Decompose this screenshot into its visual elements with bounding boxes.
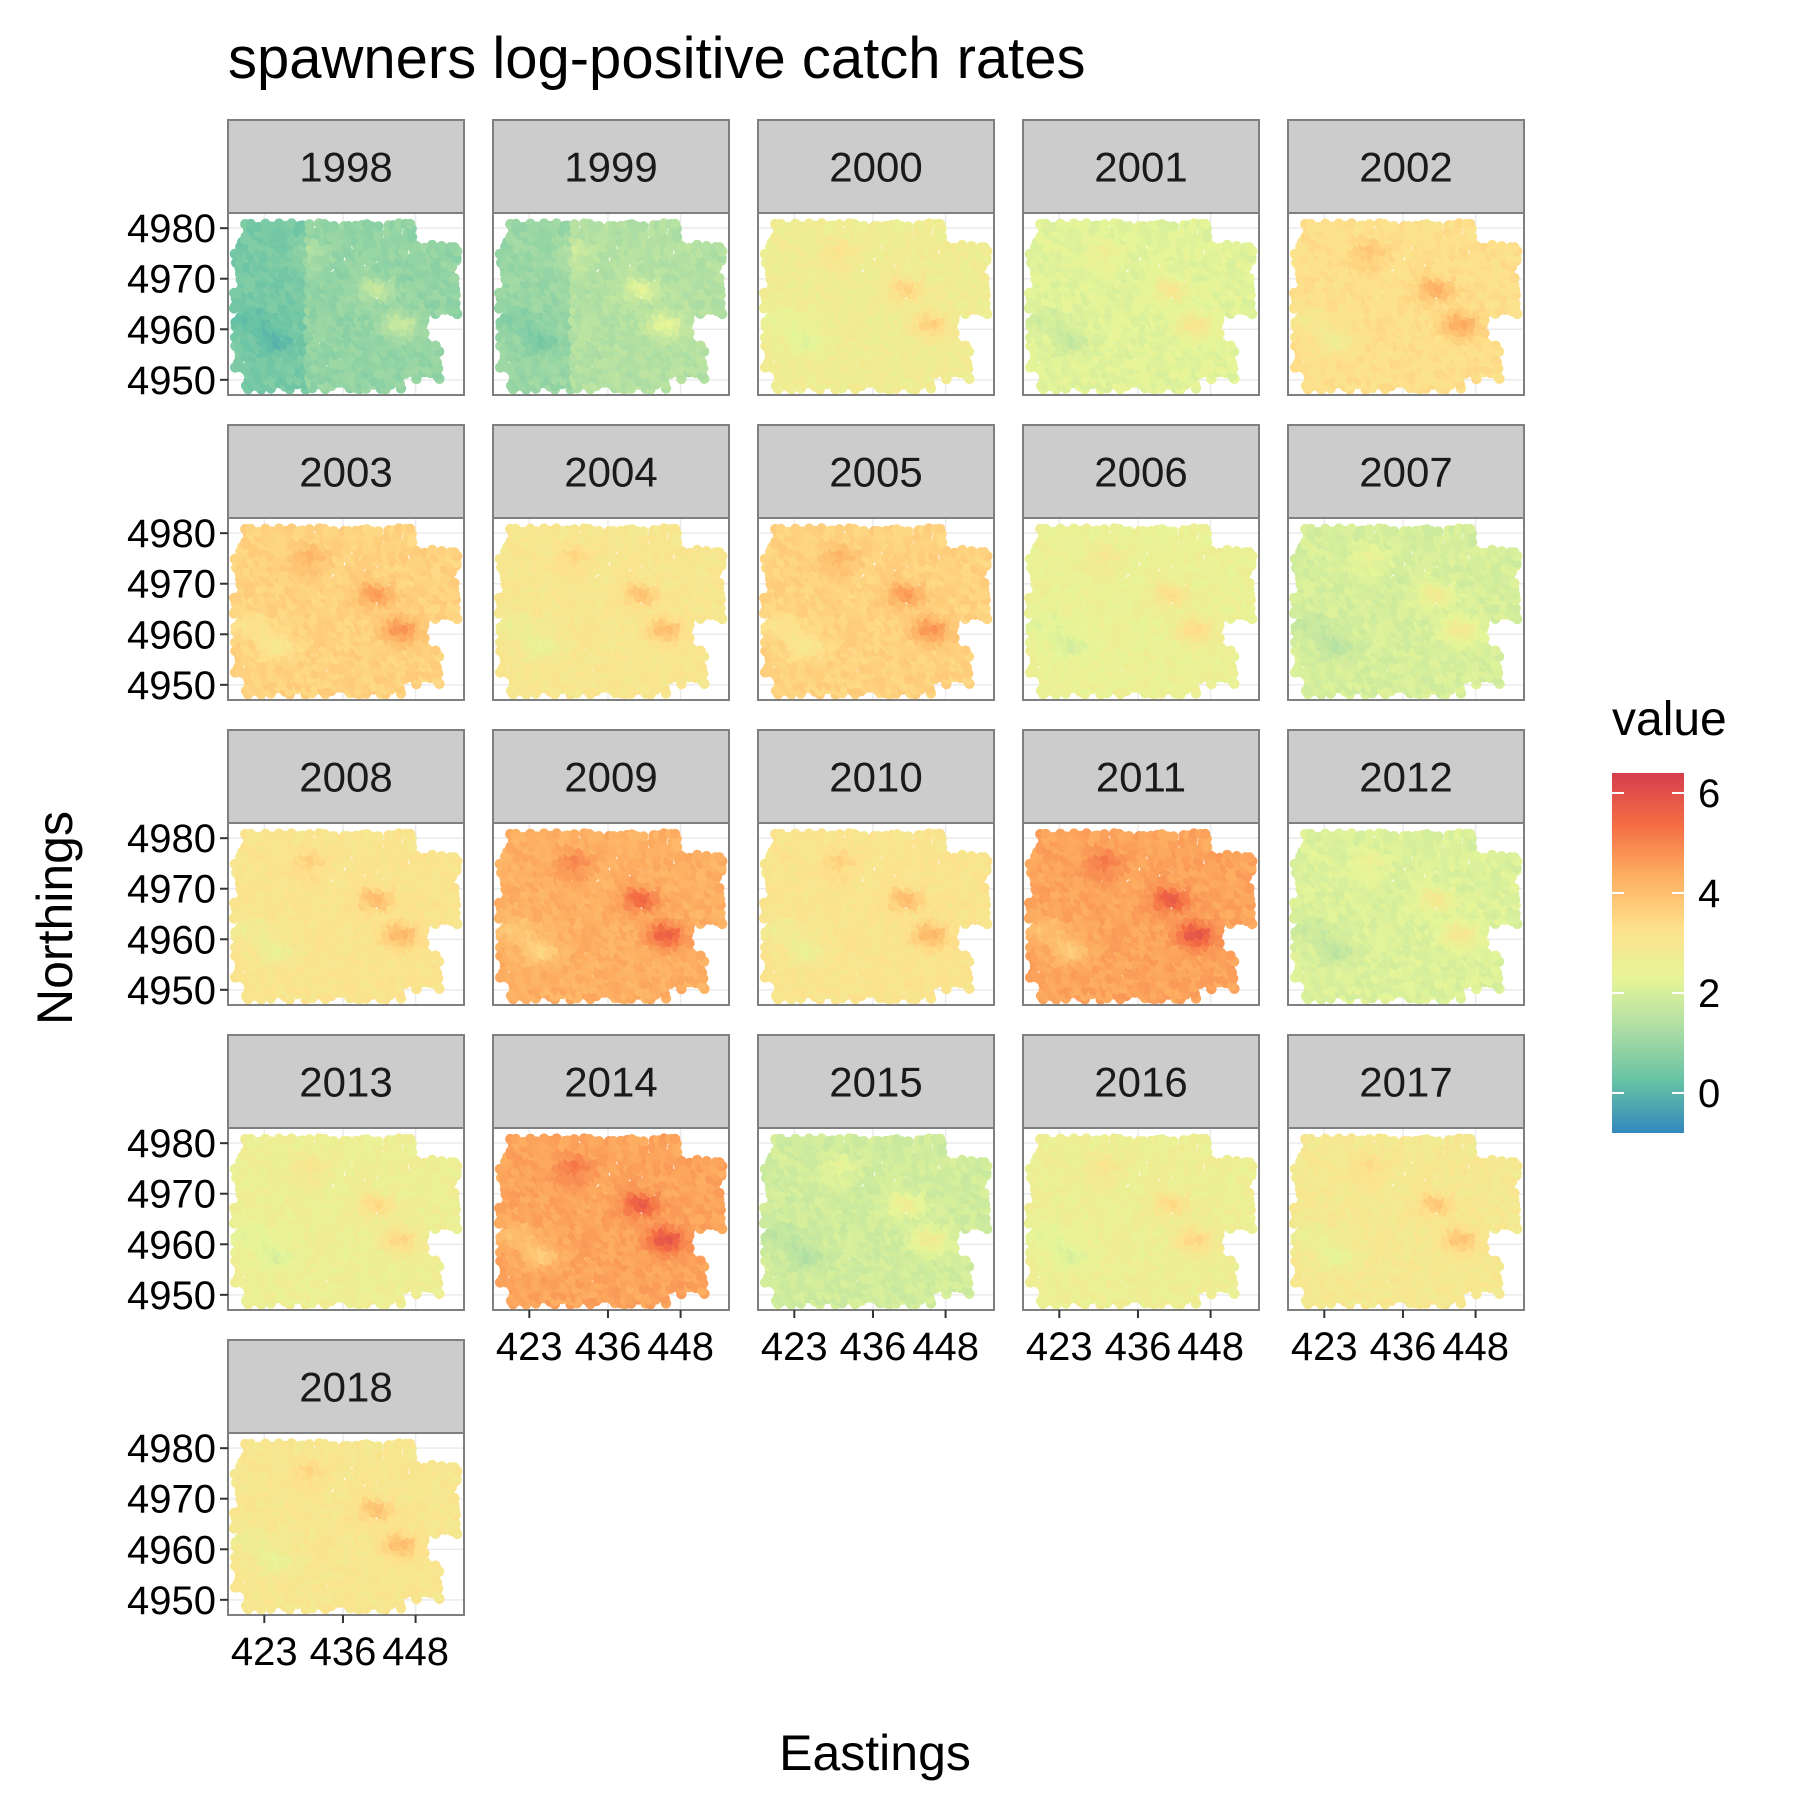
- facet-panel-2001: 2001: [1022, 119, 1260, 396]
- heatmap-cells: [228, 218, 463, 395]
- heatmap-cell: [328, 221, 340, 232]
- heatmap-cell: [449, 272, 460, 284]
- y-tick-label: 4960: [127, 308, 216, 352]
- heatmap-cell: [1244, 272, 1255, 284]
- heatmap-cell: [714, 242, 725, 253]
- heatmap-cell: [1168, 221, 1179, 232]
- heatmap-cells: [1023, 218, 1258, 395]
- heatmap-cell: [449, 242, 460, 253]
- heatmap-cells: [1288, 218, 1523, 395]
- heatmap-cell: [404, 218, 416, 230]
- heatmap-cell: [373, 221, 384, 232]
- heatmap-cell: [284, 364, 295, 376]
- heatmap-cell: [695, 340, 706, 351]
- chart-title: spawners log-positive catch rates: [228, 26, 1086, 91]
- heatmap-cell: [1199, 218, 1211, 230]
- heatmap-cell: [638, 221, 649, 232]
- heatmap-cell: [701, 241, 712, 252]
- heatmap-cell: [286, 218, 297, 229]
- facet-panel-1999: 1999: [492, 119, 730, 396]
- heatmap-cell: [1225, 340, 1236, 351]
- heatmap-cell: [1244, 242, 1255, 253]
- heatmap-cell: [436, 241, 447, 252]
- heatmap-cell: [1099, 219, 1110, 230]
- heatmap-cell: [903, 221, 914, 232]
- heatmap-cell: [430, 340, 441, 351]
- heatmap-cell: [304, 219, 315, 230]
- facet-panel-1998: 1998 4950 4960 4970 4980: [127, 119, 465, 403]
- heatmap-cell: [934, 218, 946, 230]
- heatmap-cell: [834, 219, 845, 230]
- heatmap-cell: [1364, 219, 1375, 230]
- facet-label: 1998: [299, 144, 392, 191]
- heatmap-cell: [714, 272, 725, 284]
- heatmap-cell: [1231, 241, 1242, 252]
- heatmap-cells: [493, 218, 728, 395]
- heatmap-cell: [979, 242, 990, 253]
- heatmap-cell: [960, 340, 971, 351]
- facet-label: 1999: [564, 144, 657, 191]
- facet-label: 2002: [1359, 144, 1452, 191]
- heatmap-cell: [1433, 221, 1444, 232]
- facet-label: 2000: [829, 144, 922, 191]
- heatmap-cell: [966, 241, 977, 252]
- facet-panel-2000: 2000: [757, 119, 995, 396]
- heatmap-cell: [979, 272, 990, 284]
- y-tick-label: 4950: [127, 359, 216, 403]
- facet-strip: [227, 119, 465, 214]
- heatmap-cells: [758, 218, 993, 395]
- heatmap-cell: [252, 317, 263, 328]
- heatmap-cell: [569, 219, 580, 230]
- facet-label: 2001: [1094, 144, 1187, 191]
- y-tick-label: 4980: [127, 207, 216, 251]
- y-tick-label: 4970: [127, 258, 216, 302]
- heatmap-cell: [669, 218, 681, 230]
- facet-panel-2002: 2002: [1287, 119, 1525, 396]
